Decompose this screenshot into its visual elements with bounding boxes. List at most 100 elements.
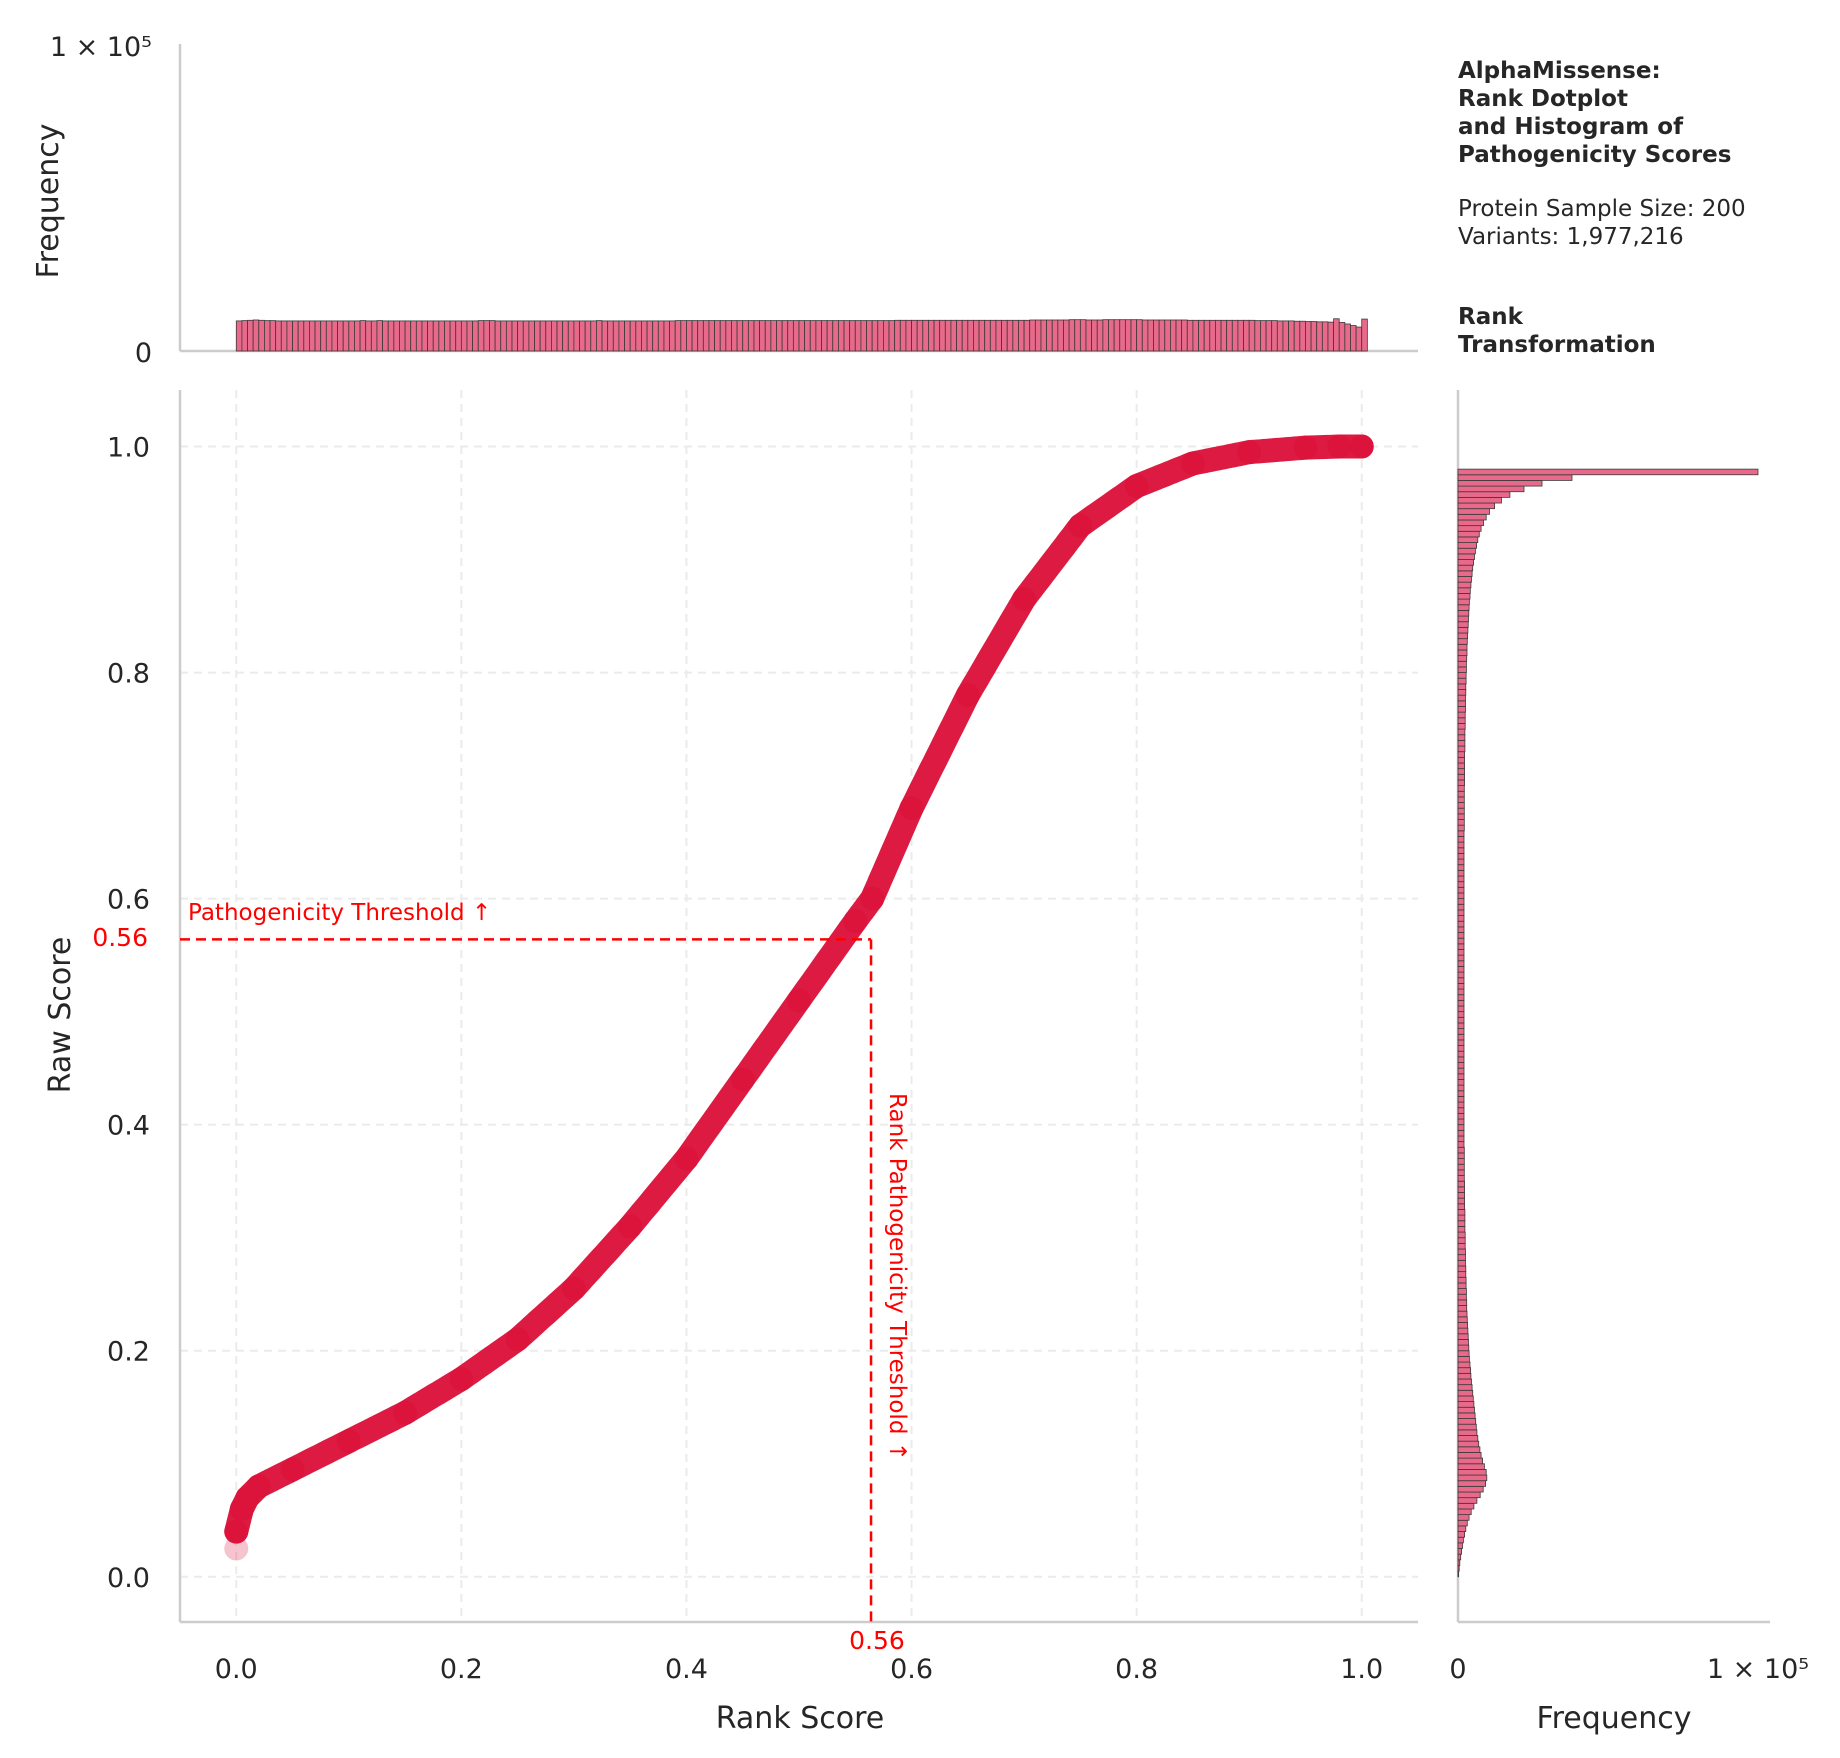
top-hist-bar	[607, 320, 614, 352]
right-hist-xtick-left: 0	[1449, 1654, 1466, 1685]
right-hist-bar	[1457, 999, 1465, 1007]
right-hist-bar	[1457, 530, 1480, 538]
top-hist-bar	[1293, 320, 1301, 352]
top-hist-bar	[995, 319, 1002, 352]
right-hist-bar	[1457, 1079, 1465, 1086]
top-hist-bar	[731, 320, 738, 352]
top-hist-bar	[837, 320, 845, 352]
top-hist-bar	[624, 320, 631, 352]
right-hist-bar	[1457, 621, 1469, 628]
right-hist-bar	[1457, 1214, 1466, 1222]
top-hist-bar	[1141, 319, 1149, 352]
right-hist-bar	[1457, 1090, 1465, 1097]
top-hist-bar	[1248, 319, 1256, 352]
dot-point	[505, 1327, 530, 1352]
top-hist-bar	[843, 320, 851, 352]
top-hist-bar	[916, 319, 924, 352]
right-hist-bar	[1457, 536, 1479, 543]
x-tick-label: 0.2	[440, 1654, 483, 1685]
right-hist-bar	[1457, 1203, 1465, 1210]
top-hist-bar	[1113, 319, 1121, 352]
right-hist-bar	[1457, 1084, 1465, 1092]
top-hist-bar	[596, 320, 603, 352]
top-hist-bar	[545, 320, 552, 352]
top-histogram	[235, 318, 1368, 352]
right-hist-bar	[1457, 1146, 1465, 1154]
right-hist-bar	[1457, 966, 1465, 973]
right-histogram	[1457, 468, 1759, 1578]
right-hist-bar	[1457, 943, 1465, 950]
top-hist-bar	[967, 319, 974, 352]
top-hist-bar	[399, 320, 406, 352]
right-hist-bar	[1457, 587, 1471, 594]
top-hist-bar	[1006, 319, 1014, 352]
top-hist-bar	[809, 320, 817, 352]
top-hist-bar	[601, 320, 609, 352]
right-hist-bar	[1457, 513, 1487, 521]
top-hist-bar	[702, 320, 710, 352]
top-hist-bar	[641, 320, 648, 352]
right-hist-bar	[1457, 1101, 1465, 1109]
top-hist-bar	[1271, 320, 1278, 352]
right-hist-bar	[1457, 1480, 1487, 1487]
top-hist-bar	[539, 320, 547, 352]
top-hist-bar	[1203, 319, 1211, 352]
right-hist-bar	[1457, 892, 1465, 900]
right-hist-bar	[1457, 1429, 1478, 1436]
top-hist-bar	[348, 320, 355, 352]
top-hist-bar	[567, 320, 575, 352]
right-hist-bar	[1457, 1107, 1465, 1114]
info-sample-size: Protein Sample Size: 200	[1458, 196, 1746, 222]
top-hist-bar	[387, 320, 395, 352]
top-hist-bar	[269, 320, 277, 352]
top-hist-bar	[1316, 321, 1323, 352]
right-hist-bar	[1457, 1254, 1466, 1261]
right-hist-bar	[1457, 728, 1466, 736]
right-hist-bar	[1457, 813, 1465, 820]
right-hist-bar	[1457, 1565, 1460, 1572]
top-hist-bar	[888, 320, 896, 352]
right-hist-bar	[1457, 1141, 1465, 1148]
top-hist-bar	[1231, 319, 1239, 352]
top-hist-bar	[584, 320, 592, 352]
right-hist-bar	[1457, 1158, 1465, 1165]
top-hist-bar	[354, 320, 361, 352]
info-section-line-1: Rank	[1458, 304, 1524, 330]
right-hist-bar	[1457, 717, 1466, 724]
right-hist-x-label: Frequency	[1537, 1701, 1692, 1736]
top-hist-bar	[950, 319, 957, 352]
right-hist-bar	[1457, 677, 1467, 685]
right-hist-bar	[1457, 847, 1465, 854]
right-hist-bar	[1457, 1135, 1465, 1143]
y-tick-label: 0.6	[107, 885, 150, 916]
right-hist-bar	[1457, 819, 1465, 826]
top-hist-bar	[742, 320, 749, 352]
top-hist-bar	[883, 320, 890, 352]
dot-point	[449, 1366, 474, 1391]
right-hist-bar	[1457, 1435, 1479, 1442]
top-hist-bar	[1254, 320, 1261, 352]
top-hist-bar	[455, 320, 462, 352]
top-hist-bar	[669, 320, 676, 352]
right-hist-bar	[1457, 542, 1478, 549]
top-hist-bar	[714, 320, 721, 352]
right-hist-bar	[1457, 802, 1465, 809]
right-hist-bar	[1457, 604, 1470, 611]
right-hist-bar	[1457, 1271, 1467, 1278]
dot-point	[843, 909, 868, 934]
top-hist-bar	[421, 320, 428, 352]
top-hist-bar	[415, 320, 423, 352]
right-hist-bar	[1457, 1502, 1475, 1510]
right-hist-bar	[1457, 1175, 1465, 1182]
right-hist-bar	[1457, 954, 1465, 962]
right-hist-bar	[1457, 1457, 1484, 1465]
right-hist-bar	[1457, 1045, 1465, 1052]
top-hist-bar	[534, 320, 541, 352]
top-hist-bar	[618, 320, 625, 352]
top-hist-bar	[280, 320, 288, 352]
top-hist-bar	[562, 320, 569, 352]
top-hist-bar	[438, 320, 445, 352]
top-hist-bar	[826, 320, 834, 352]
info-panel: AlphaMissense: Rank Dotplot and Histogra…	[1458, 58, 1746, 358]
top-hist-bar	[1305, 321, 1312, 352]
